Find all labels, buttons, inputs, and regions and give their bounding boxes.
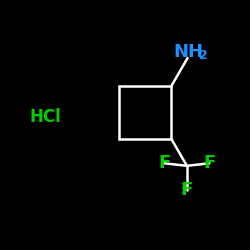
Text: NH: NH bbox=[174, 43, 204, 61]
Text: F: F bbox=[158, 154, 170, 172]
Text: 2: 2 bbox=[200, 49, 208, 62]
Text: HCl: HCl bbox=[29, 108, 61, 126]
Text: F: F bbox=[203, 154, 216, 172]
Text: F: F bbox=[181, 180, 193, 198]
